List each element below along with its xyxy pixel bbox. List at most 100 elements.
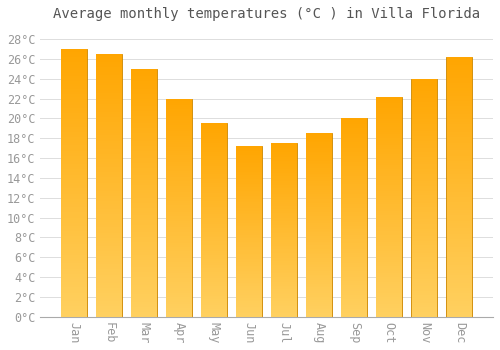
Bar: [342, 206, 367, 208]
Bar: [342, 224, 367, 225]
Bar: [132, 228, 157, 230]
Bar: [272, 216, 297, 218]
Bar: [236, 260, 262, 262]
Bar: [202, 286, 227, 288]
Bar: [202, 191, 227, 193]
Bar: [272, 176, 297, 178]
Bar: [412, 176, 437, 179]
Bar: [236, 279, 262, 281]
Bar: [202, 272, 227, 274]
Bar: [166, 205, 192, 208]
Bar: [306, 205, 332, 207]
Bar: [202, 156, 227, 158]
Bar: [236, 204, 262, 206]
Bar: [202, 232, 227, 233]
Bar: [412, 105, 437, 107]
Bar: [342, 301, 367, 303]
Bar: [306, 185, 332, 187]
Bar: [202, 305, 227, 307]
Bar: [446, 153, 472, 156]
Bar: [306, 225, 332, 227]
Bar: [61, 231, 87, 234]
Bar: [202, 253, 227, 255]
Bar: [446, 200, 472, 202]
Bar: [96, 180, 122, 183]
Bar: [306, 196, 332, 197]
Bar: [272, 315, 297, 317]
Bar: [412, 88, 437, 91]
Bar: [412, 288, 437, 290]
Bar: [96, 256, 122, 259]
Bar: [272, 155, 297, 157]
Bar: [236, 192, 262, 194]
Bar: [96, 219, 122, 222]
Bar: [166, 120, 192, 122]
Bar: [61, 161, 87, 164]
Bar: [272, 230, 297, 232]
Bar: [132, 175, 157, 178]
Bar: [236, 223, 262, 225]
Bar: [376, 244, 402, 246]
Bar: [272, 246, 297, 247]
Bar: [166, 234, 192, 236]
Bar: [166, 214, 192, 216]
Bar: [272, 312, 297, 313]
Bar: [412, 136, 437, 138]
Bar: [412, 174, 437, 176]
Bar: [61, 212, 87, 215]
Bar: [132, 252, 157, 255]
Bar: [446, 132, 472, 135]
Bar: [96, 125, 122, 127]
Bar: [202, 282, 227, 284]
Bar: [236, 215, 262, 216]
Bar: [342, 307, 367, 309]
Bar: [96, 267, 122, 270]
Bar: [236, 199, 262, 201]
Bar: [166, 256, 192, 258]
Bar: [412, 93, 437, 95]
Bar: [202, 299, 227, 301]
Bar: [166, 225, 192, 227]
Bar: [306, 273, 332, 275]
Bar: [342, 303, 367, 305]
Bar: [306, 293, 332, 295]
Bar: [132, 146, 157, 148]
Bar: [202, 230, 227, 232]
Bar: [166, 201, 192, 203]
Bar: [376, 315, 402, 317]
Bar: [96, 156, 122, 159]
Bar: [166, 260, 192, 262]
Bar: [96, 238, 122, 240]
Bar: [202, 147, 227, 148]
Bar: [96, 198, 122, 201]
Bar: [61, 282, 87, 285]
Bar: [412, 172, 437, 174]
Bar: [96, 240, 122, 243]
Bar: [96, 183, 122, 186]
Bar: [132, 300, 157, 302]
Bar: [96, 186, 122, 188]
Bar: [236, 272, 262, 274]
Bar: [306, 276, 332, 278]
Bar: [96, 59, 122, 62]
Bar: [166, 164, 192, 166]
Bar: [342, 142, 367, 144]
Bar: [412, 181, 437, 183]
Bar: [342, 190, 367, 192]
Bar: [412, 265, 437, 267]
Bar: [236, 313, 262, 315]
Bar: [132, 287, 157, 289]
Bar: [272, 244, 297, 246]
Bar: [342, 247, 367, 249]
Bar: [342, 118, 367, 120]
Bar: [202, 251, 227, 253]
Bar: [132, 188, 157, 190]
Bar: [412, 229, 437, 231]
Bar: [61, 274, 87, 276]
Bar: [236, 186, 262, 187]
Bar: [412, 295, 437, 298]
Bar: [272, 226, 297, 228]
Bar: [342, 285, 367, 287]
Bar: [446, 208, 472, 210]
Bar: [61, 250, 87, 252]
